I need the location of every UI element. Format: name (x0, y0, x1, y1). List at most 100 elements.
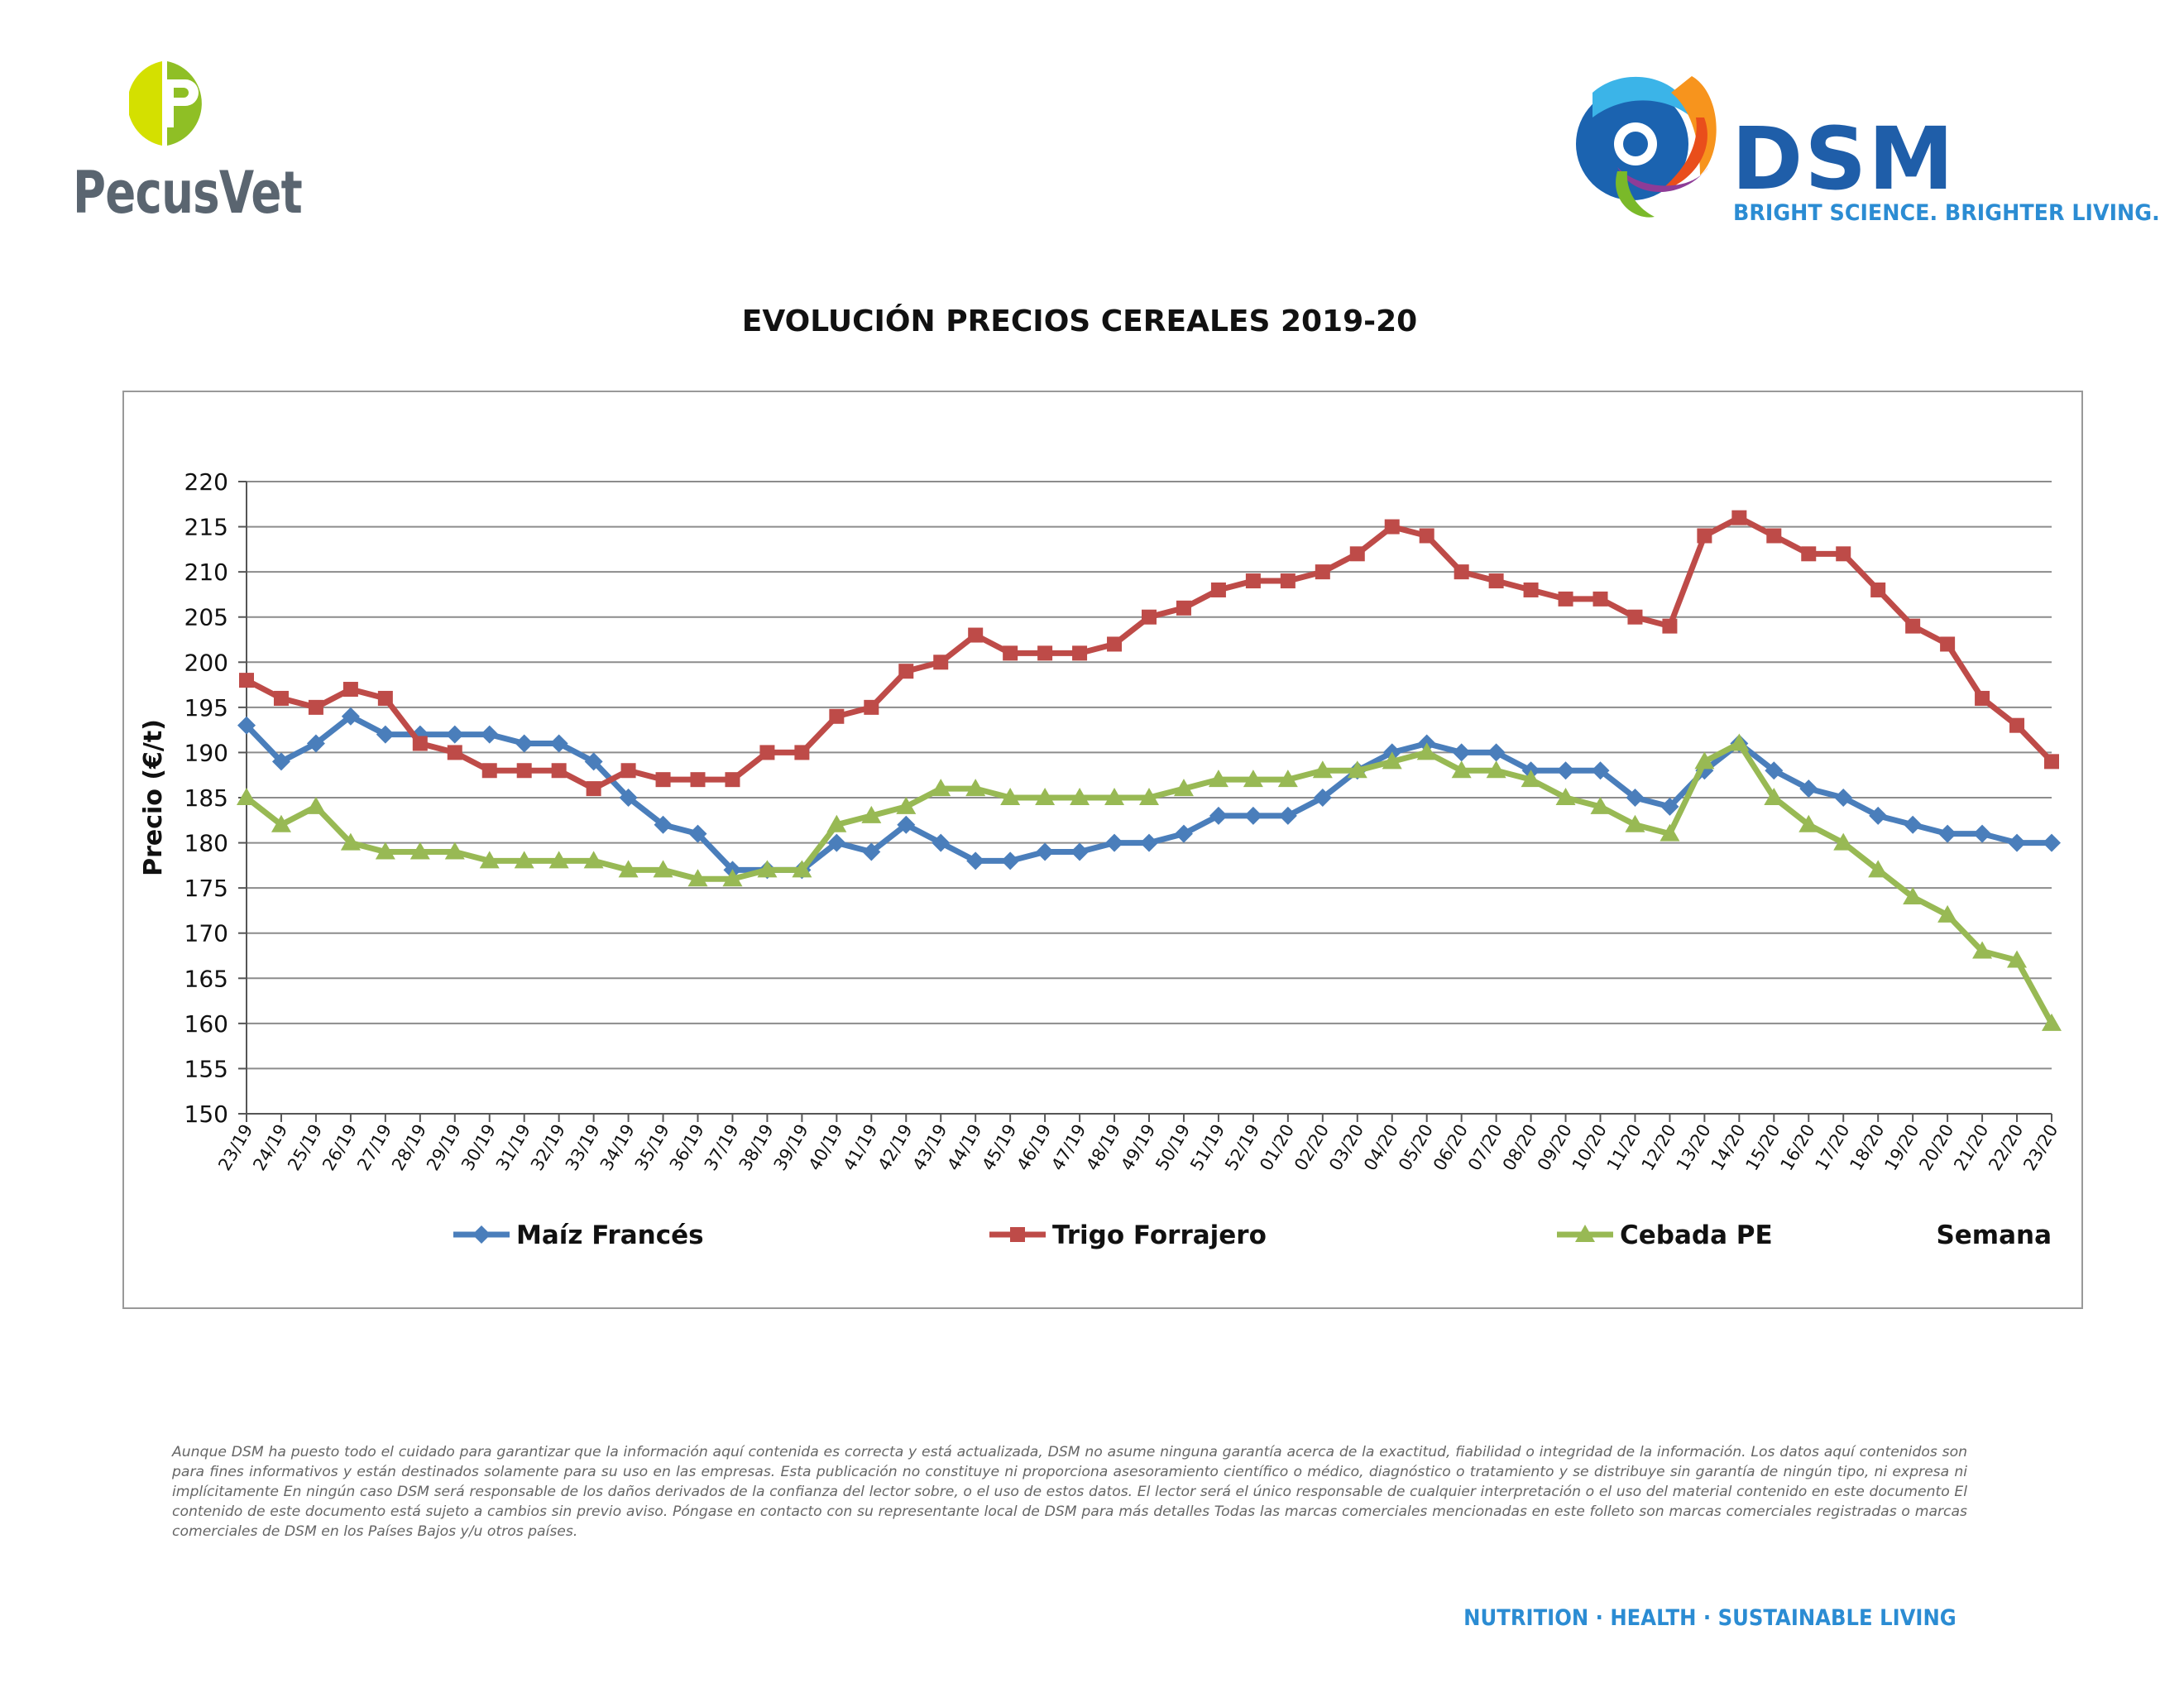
data-point (237, 788, 256, 805)
data-point (968, 627, 984, 643)
dsm-logo-tagline: BRIGHT SCIENCE. BRIGHTER LIVING. (1733, 200, 2160, 226)
y-tick-label: 205 (184, 604, 228, 631)
y-tick-label: 210 (184, 559, 228, 586)
legend-marker (472, 1225, 491, 1244)
data-point (1278, 806, 1297, 825)
data-point (933, 655, 949, 670)
y-tick-label: 180 (184, 830, 228, 857)
data-point (1868, 860, 1889, 878)
x-tick-label: 19/20 (1880, 1121, 1923, 1174)
x-tick-label: 43/19 (909, 1121, 951, 1174)
data-point (1416, 742, 1437, 760)
x-tick-label: 47/19 (1047, 1121, 1090, 1174)
x-tick-label: 03/20 (1325, 1121, 1367, 1174)
data-point (551, 763, 567, 779)
data-point (1176, 600, 1191, 616)
x-tick-label: 48/19 (1082, 1121, 1124, 1174)
data-point (1313, 789, 1332, 807)
data-point (1243, 770, 1263, 788)
data-point (725, 772, 740, 788)
x-tick-label: 49/19 (1117, 1121, 1159, 1174)
data-point (1764, 788, 1784, 805)
data-point (548, 851, 569, 869)
line-chart: 220 215 210 205 200 195 190 185 180 175 170 165 160 1… (139, 468, 2062, 1250)
x-tick-label: 23/19 (214, 1121, 256, 1174)
x-tick-label: 22/20 (1985, 1121, 2027, 1174)
legend-label: Maíz Francés (516, 1220, 704, 1250)
data-point (1905, 618, 1921, 634)
data-point (1766, 528, 1782, 544)
data-point (1937, 904, 1958, 923)
data-point (376, 725, 395, 744)
data-point (1003, 645, 1018, 661)
data-point (584, 752, 603, 771)
data-point (1590, 796, 1611, 814)
data-point (1801, 546, 1817, 562)
data-point (1694, 751, 1715, 770)
data-point (897, 815, 916, 834)
y-axis-label: Precio (€/t) (139, 719, 168, 876)
y-tick-label: 165 (184, 965, 228, 992)
data-point (826, 814, 847, 832)
x-tick-label: 27/19 (353, 1121, 395, 1174)
y-tick-label: 150 (184, 1101, 228, 1128)
x-tick-label: 50/19 (1152, 1121, 1194, 1174)
x-tick-label: 13/20 (1673, 1121, 1715, 1174)
x-tick-label: 38/19 (735, 1121, 778, 1174)
y-tick-label: 190 (184, 739, 228, 766)
pecusvet-logo-mark (129, 61, 202, 146)
pecusvet-logo: PecusVet (73, 58, 303, 232)
data-point (861, 805, 882, 823)
x-tick-label: 11/20 (1603, 1121, 1645, 1174)
data-point (1697, 528, 1712, 544)
x-tick-label: 28/19 (388, 1121, 430, 1174)
x-tick-label: 51/19 (1186, 1121, 1228, 1174)
x-tick-label: 23/20 (2019, 1121, 2062, 1174)
data-point (1312, 760, 1333, 779)
data-point (759, 745, 775, 760)
data-point (2008, 833, 2027, 852)
data-point (1627, 609, 1643, 625)
data-point (1660, 823, 1680, 842)
chart-frame: 220 215 210 205 200 195 190 185 180 175 170 165 160 1… (122, 391, 2083, 1309)
data-point (586, 781, 601, 797)
data-point (515, 734, 534, 753)
x-tick-label: 36/19 (666, 1121, 708, 1174)
data-point (1347, 760, 1367, 779)
x-tick-label: 06/20 (1430, 1121, 1472, 1174)
data-point (1315, 564, 1330, 580)
data-point (1349, 546, 1365, 562)
data-point (1870, 582, 1886, 597)
y-tick-label: 170 (184, 920, 228, 947)
x-tick-label: 08/20 (1499, 1121, 1541, 1174)
data-point (1210, 582, 1226, 597)
data-point (583, 851, 604, 869)
data-point (514, 851, 534, 869)
data-point (1277, 770, 1298, 788)
data-point (1072, 645, 1088, 661)
x-tick-label: 34/19 (596, 1121, 639, 1174)
data-point (653, 860, 673, 878)
data-point (1972, 941, 1993, 959)
data-point (271, 752, 290, 771)
data-point (896, 796, 917, 814)
data-point (1173, 779, 1194, 797)
data-point (1833, 832, 1854, 851)
data-point (1799, 779, 1818, 798)
y-tick-label: 215 (184, 514, 228, 541)
x-tick-label: 09/20 (1534, 1121, 1576, 1174)
data-point (410, 842, 430, 860)
data-point (1037, 645, 1053, 661)
x-tick-label: 17/20 (1812, 1121, 1854, 1174)
data-point (306, 734, 325, 753)
data-point (237, 716, 256, 735)
data-point (690, 772, 706, 788)
chart-title: EVOLUCIÓN PRECIOS CEREALES 2019-20 (741, 305, 1418, 338)
x-tick-label: 41/19 (840, 1121, 882, 1174)
data-point (1488, 573, 1504, 589)
x-tick-label: 12/20 (1638, 1121, 1680, 1174)
data-point (1558, 591, 1573, 607)
data-point (1729, 733, 1750, 751)
data-point (2007, 950, 2028, 968)
data-point (932, 833, 951, 852)
